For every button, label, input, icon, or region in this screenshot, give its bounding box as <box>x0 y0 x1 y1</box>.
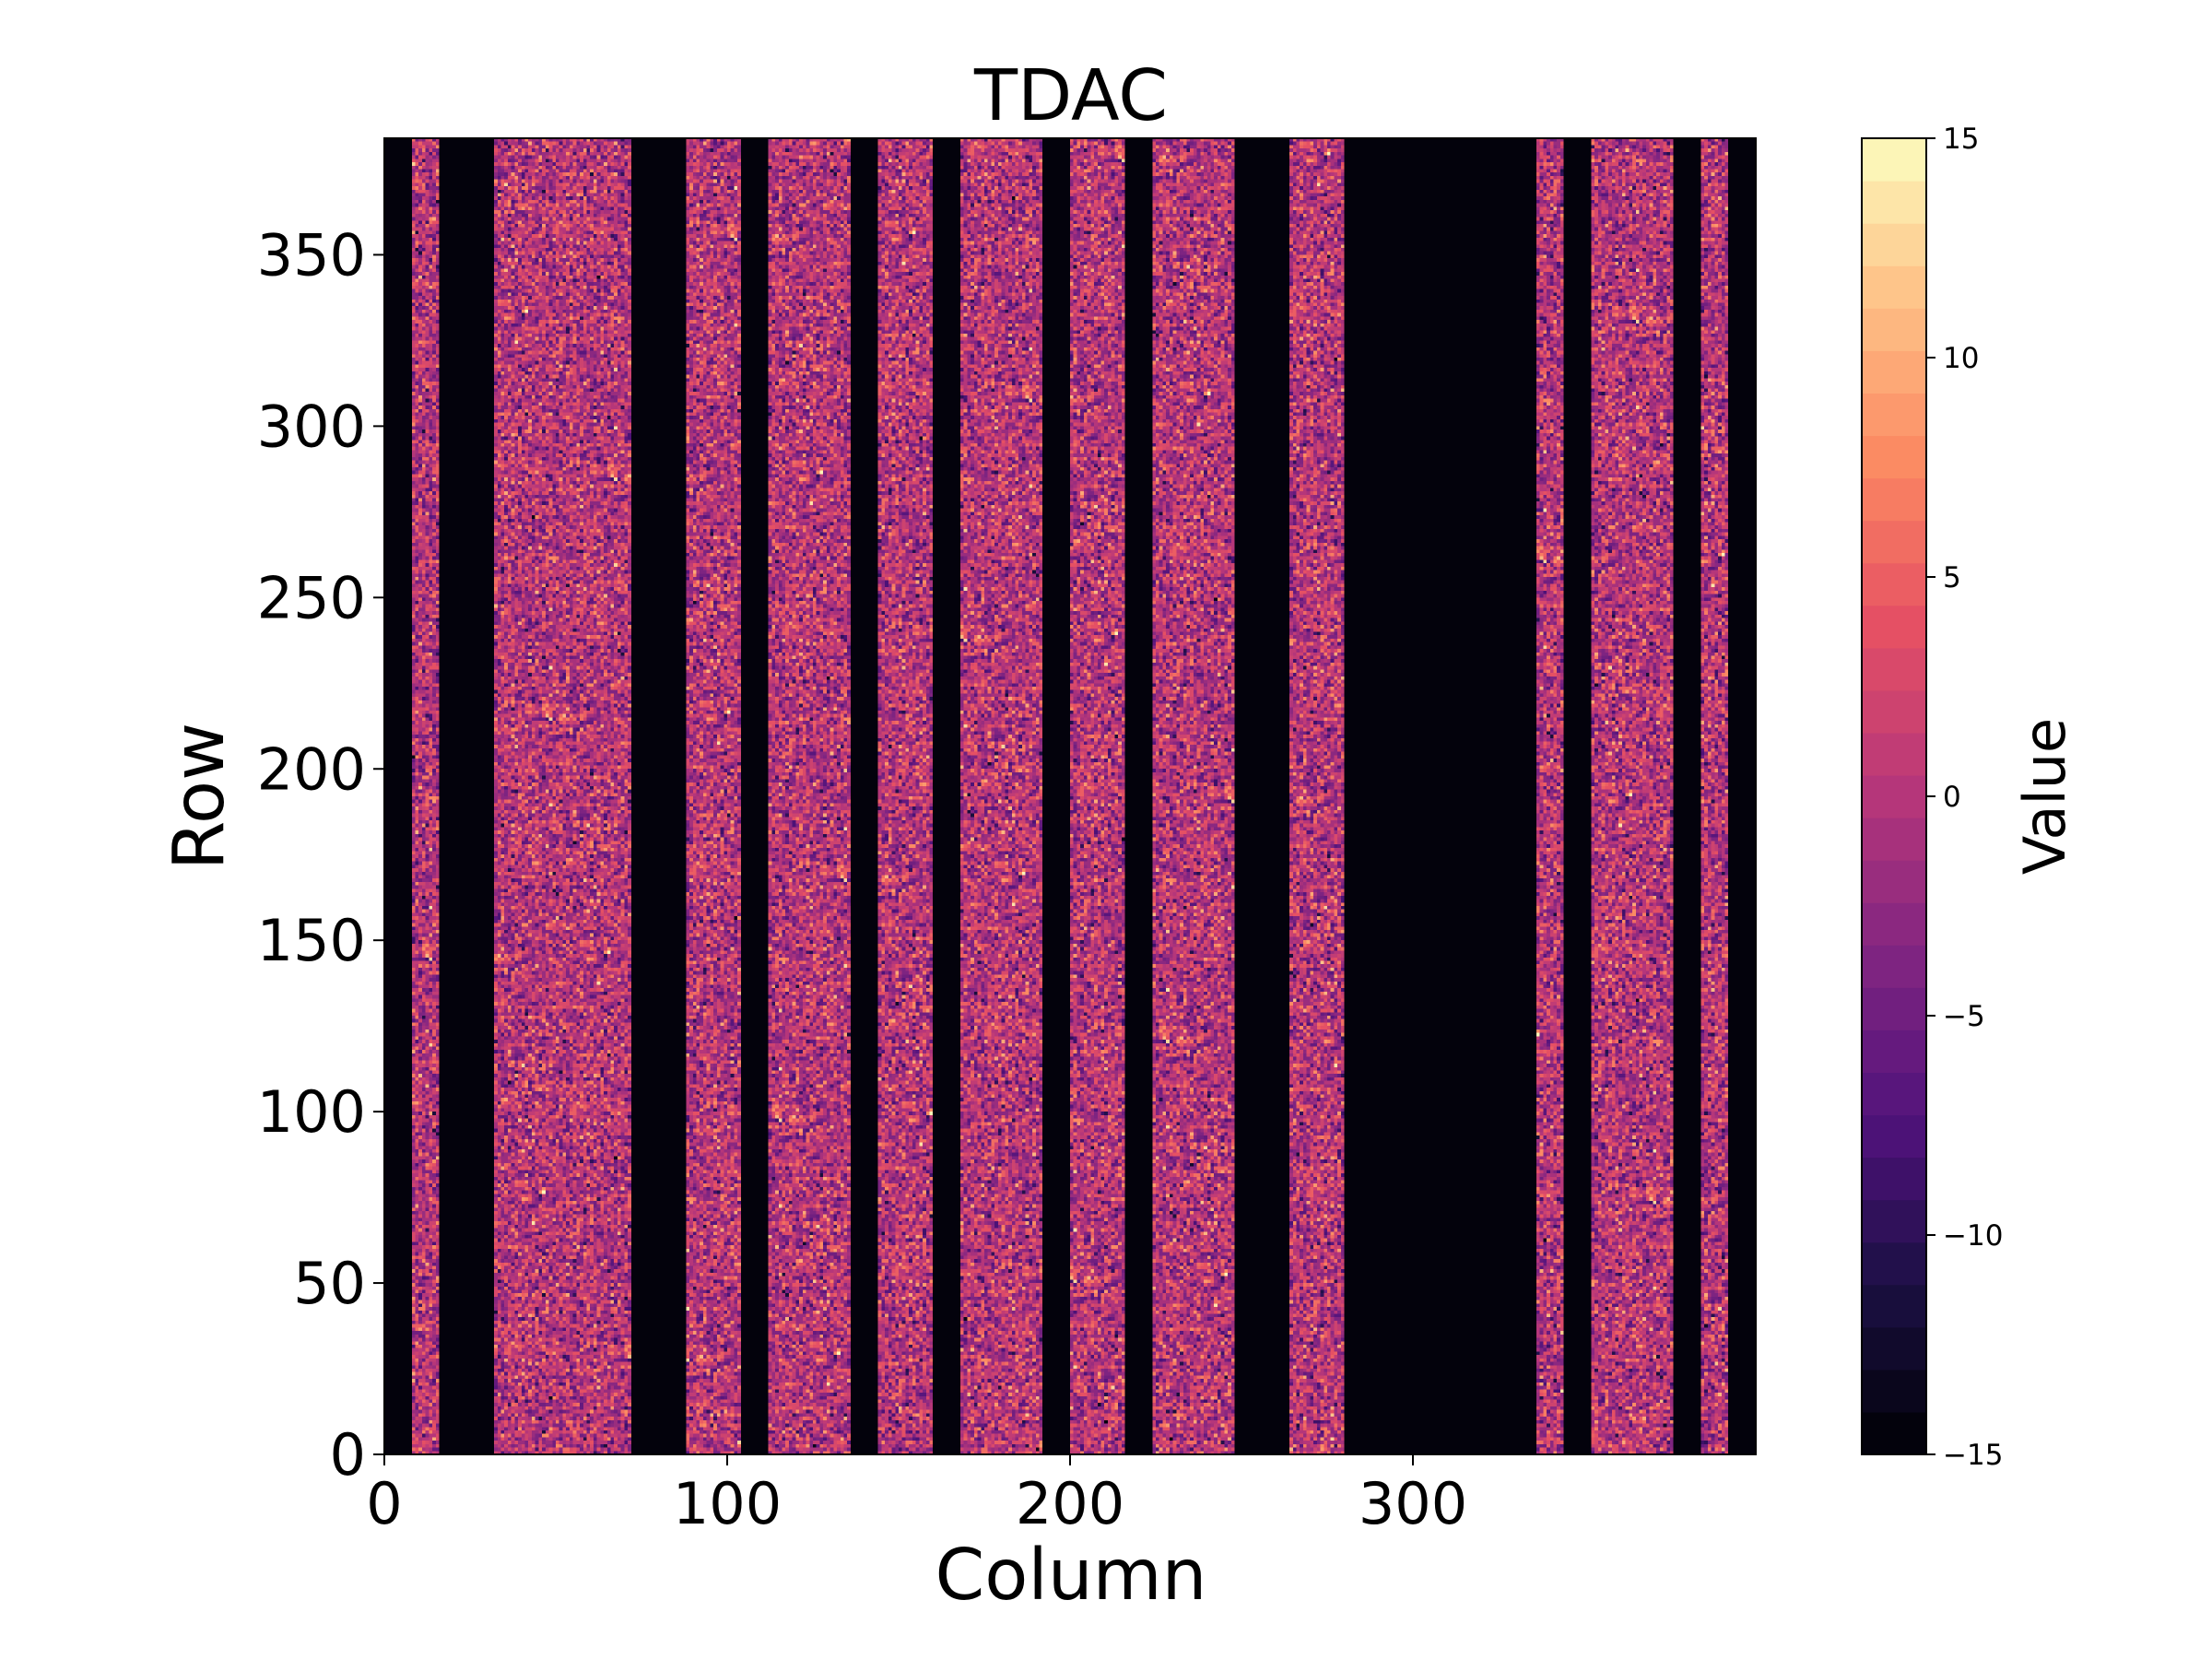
colorbar-level <box>1862 477 1926 522</box>
colorbar-level <box>1862 1369 1926 1413</box>
x-axis-label: Column <box>935 1535 1207 1617</box>
colorbar-level <box>1862 350 1926 394</box>
y-tick-label: 0 <box>330 1421 366 1488</box>
colorbar-level <box>1862 562 1926 606</box>
colorbar-level <box>1862 987 1926 1030</box>
colorbar-level <box>1862 902 1926 946</box>
heatmap-plot-area <box>383 137 1757 1455</box>
colorbar-level <box>1862 223 1926 266</box>
colorbar-level <box>1862 860 1926 903</box>
colorbar-tick-label: 10 <box>1943 342 1979 375</box>
colorbar-tick-label: 5 <box>1943 561 1961 594</box>
colorbar-level <box>1862 1114 1926 1159</box>
colorbar-level <box>1862 647 1926 691</box>
colorbar-level <box>1862 774 1926 818</box>
colorbar-level <box>1862 1241 1926 1286</box>
colorbar-tick-label: 0 <box>1943 781 1961 814</box>
colorbar-level <box>1862 1157 1926 1201</box>
colorbar <box>1861 137 1927 1455</box>
colorbar-ticks: −15 −10 −5 0 5 10 15 <box>1926 123 2003 1472</box>
colorbar-level <box>1862 520 1926 564</box>
chart-title: TDAC <box>973 55 1168 137</box>
y-tick-label: 250 <box>257 564 366 631</box>
colorbar-level <box>1862 308 1926 351</box>
x-tick-label: 100 <box>673 1470 782 1537</box>
colorbar-level <box>1862 1411 1926 1455</box>
colorbar-level <box>1862 1199 1926 1243</box>
colorbar-level <box>1862 138 1926 182</box>
x-axis-ticks: 0 100 200 300 <box>366 1454 1467 1537</box>
colorbar-level <box>1862 732 1926 776</box>
y-tick-label: 350 <box>257 221 366 288</box>
colorbar-tick-label: −15 <box>1943 1439 2003 1472</box>
colorbar-level <box>1862 1284 1926 1328</box>
colorbar-level <box>1862 1326 1926 1371</box>
y-tick-label: 300 <box>257 393 366 460</box>
y-axis-ticks: 0 50 100 150 200 250 300 350 <box>257 221 384 1488</box>
colorbar-tick-label: 15 <box>1943 123 1979 156</box>
colorbar-tick-label: −10 <box>1943 1219 2003 1253</box>
y-axis-label: Row <box>159 723 241 870</box>
heatmap-image <box>384 138 1756 1454</box>
colorbar-level <box>1862 818 1926 861</box>
colorbar-level <box>1862 181 1926 224</box>
colorbar-tick-label: −5 <box>1943 1000 1985 1033</box>
x-tick-label: 300 <box>1359 1470 1467 1537</box>
colorbar-level <box>1862 605 1926 649</box>
y-tick-label: 200 <box>257 735 366 803</box>
colorbar-level <box>1862 435 1926 479</box>
colorbar-level <box>1862 393 1926 437</box>
x-tick-label: 0 <box>366 1470 402 1537</box>
colorbar-level <box>1862 945 1926 988</box>
colorbar-label: Value <box>2011 718 2078 875</box>
x-tick-label: 200 <box>1016 1470 1124 1537</box>
y-tick-label: 50 <box>293 1250 366 1317</box>
colorbar-level <box>1862 265 1926 309</box>
colorbar-level <box>1862 1072 1926 1116</box>
colorbar-level <box>1862 689 1926 734</box>
colorbar-level <box>1862 1030 1926 1074</box>
y-tick-label: 100 <box>257 1078 366 1146</box>
y-tick-label: 150 <box>257 907 366 974</box>
